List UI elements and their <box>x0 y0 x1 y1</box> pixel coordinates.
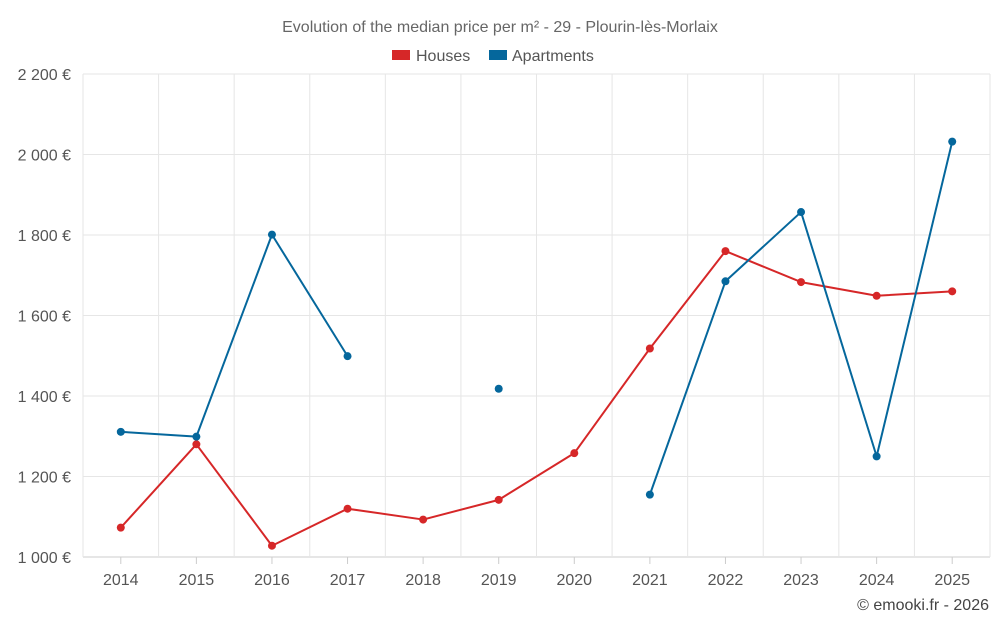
data-point-houses-2023[interactable] <box>797 278 806 287</box>
data-point-apartments-2021[interactable] <box>645 490 654 499</box>
legend-item-houses[interactable]: Houses <box>392 48 470 65</box>
x-axis-ticks: 2014 2015 2016 2017 2018 2019 2020 2021 2022 2023… <box>103 557 970 589</box>
y-axis-ticks: 1 000 € 1 200 € 1 400 € 1 600 € 1 800 € 2 000… <box>18 67 71 567</box>
y-tick-label: 2 200 € <box>18 67 71 84</box>
x-tick-label: 2016 <box>254 572 290 589</box>
y-tick-label: 2 000 € <box>18 148 71 165</box>
data-point-houses-2019[interactable] <box>494 495 503 504</box>
data-point-houses-2015[interactable] <box>192 440 201 449</box>
legend-label-apartments: Apartments <box>512 48 594 65</box>
data-point-houses-2020[interactable] <box>570 449 579 458</box>
y-tick-label: 1 800 € <box>18 228 71 245</box>
data-point-apartments-2022[interactable] <box>721 277 730 286</box>
x-tick-label: 2021 <box>632 572 668 589</box>
data-point-houses-2025[interactable] <box>948 287 957 296</box>
x-tick-label: 2025 <box>934 572 970 589</box>
data-point-houses-2017[interactable] <box>343 504 352 513</box>
legend-label-houses: Houses <box>416 48 470 65</box>
data-point-houses-2014[interactable] <box>116 523 125 532</box>
data-point-apartments-2015[interactable] <box>192 432 201 441</box>
x-tick-label: 2024 <box>859 572 895 589</box>
data-point-apartments-2014[interactable] <box>116 427 125 436</box>
chart-title: Evolution of the median price per m² - 2… <box>282 19 718 36</box>
gridlines <box>82 73 991 558</box>
x-tick-label: 2014 <box>103 572 139 589</box>
y-tick-label: 1 600 € <box>18 309 71 326</box>
data-point-apartments-2017[interactable] <box>343 352 352 361</box>
data-point-apartments-2016[interactable] <box>267 230 276 239</box>
legend-item-apartments[interactable]: Apartments <box>489 48 594 65</box>
legend-swatch-houses <box>392 50 410 60</box>
y-tick-label: 1 400 € <box>18 389 71 406</box>
x-tick-label: 2019 <box>481 572 517 589</box>
x-tick-label: 2018 <box>405 572 441 589</box>
legend: Houses Apartments <box>392 48 594 65</box>
data-point-houses-2018[interactable] <box>419 515 428 524</box>
x-tick-label: 2022 <box>708 572 744 589</box>
data-point-apartments-2025[interactable] <box>948 137 957 146</box>
y-tick-label: 1 000 € <box>18 550 71 567</box>
legend-swatch-apartments <box>489 50 507 60</box>
series-line-houses <box>120 250 953 547</box>
data-point-apartments-2024[interactable] <box>872 452 881 461</box>
data-point-houses-2016[interactable] <box>267 541 276 550</box>
x-tick-label: 2020 <box>556 572 592 589</box>
data-point-apartments-2019[interactable] <box>494 384 503 393</box>
y-tick-label: 1 200 € <box>18 470 71 487</box>
x-tick-label: 2015 <box>179 572 215 589</box>
x-tick-label: 2017 <box>330 572 366 589</box>
data-point-houses-2022[interactable] <box>721 247 730 256</box>
data-point-houses-2024[interactable] <box>872 291 881 300</box>
series-points <box>116 137 957 550</box>
data-point-houses-2021[interactable] <box>645 344 654 353</box>
series-line-apartments <box>120 233 349 438</box>
data-point-apartments-2023[interactable] <box>797 208 806 217</box>
x-tick-label: 2023 <box>783 572 819 589</box>
credit-text: © emooki.fr - 2026 <box>857 597 989 614</box>
series-line-apartments <box>648 141 954 495</box>
